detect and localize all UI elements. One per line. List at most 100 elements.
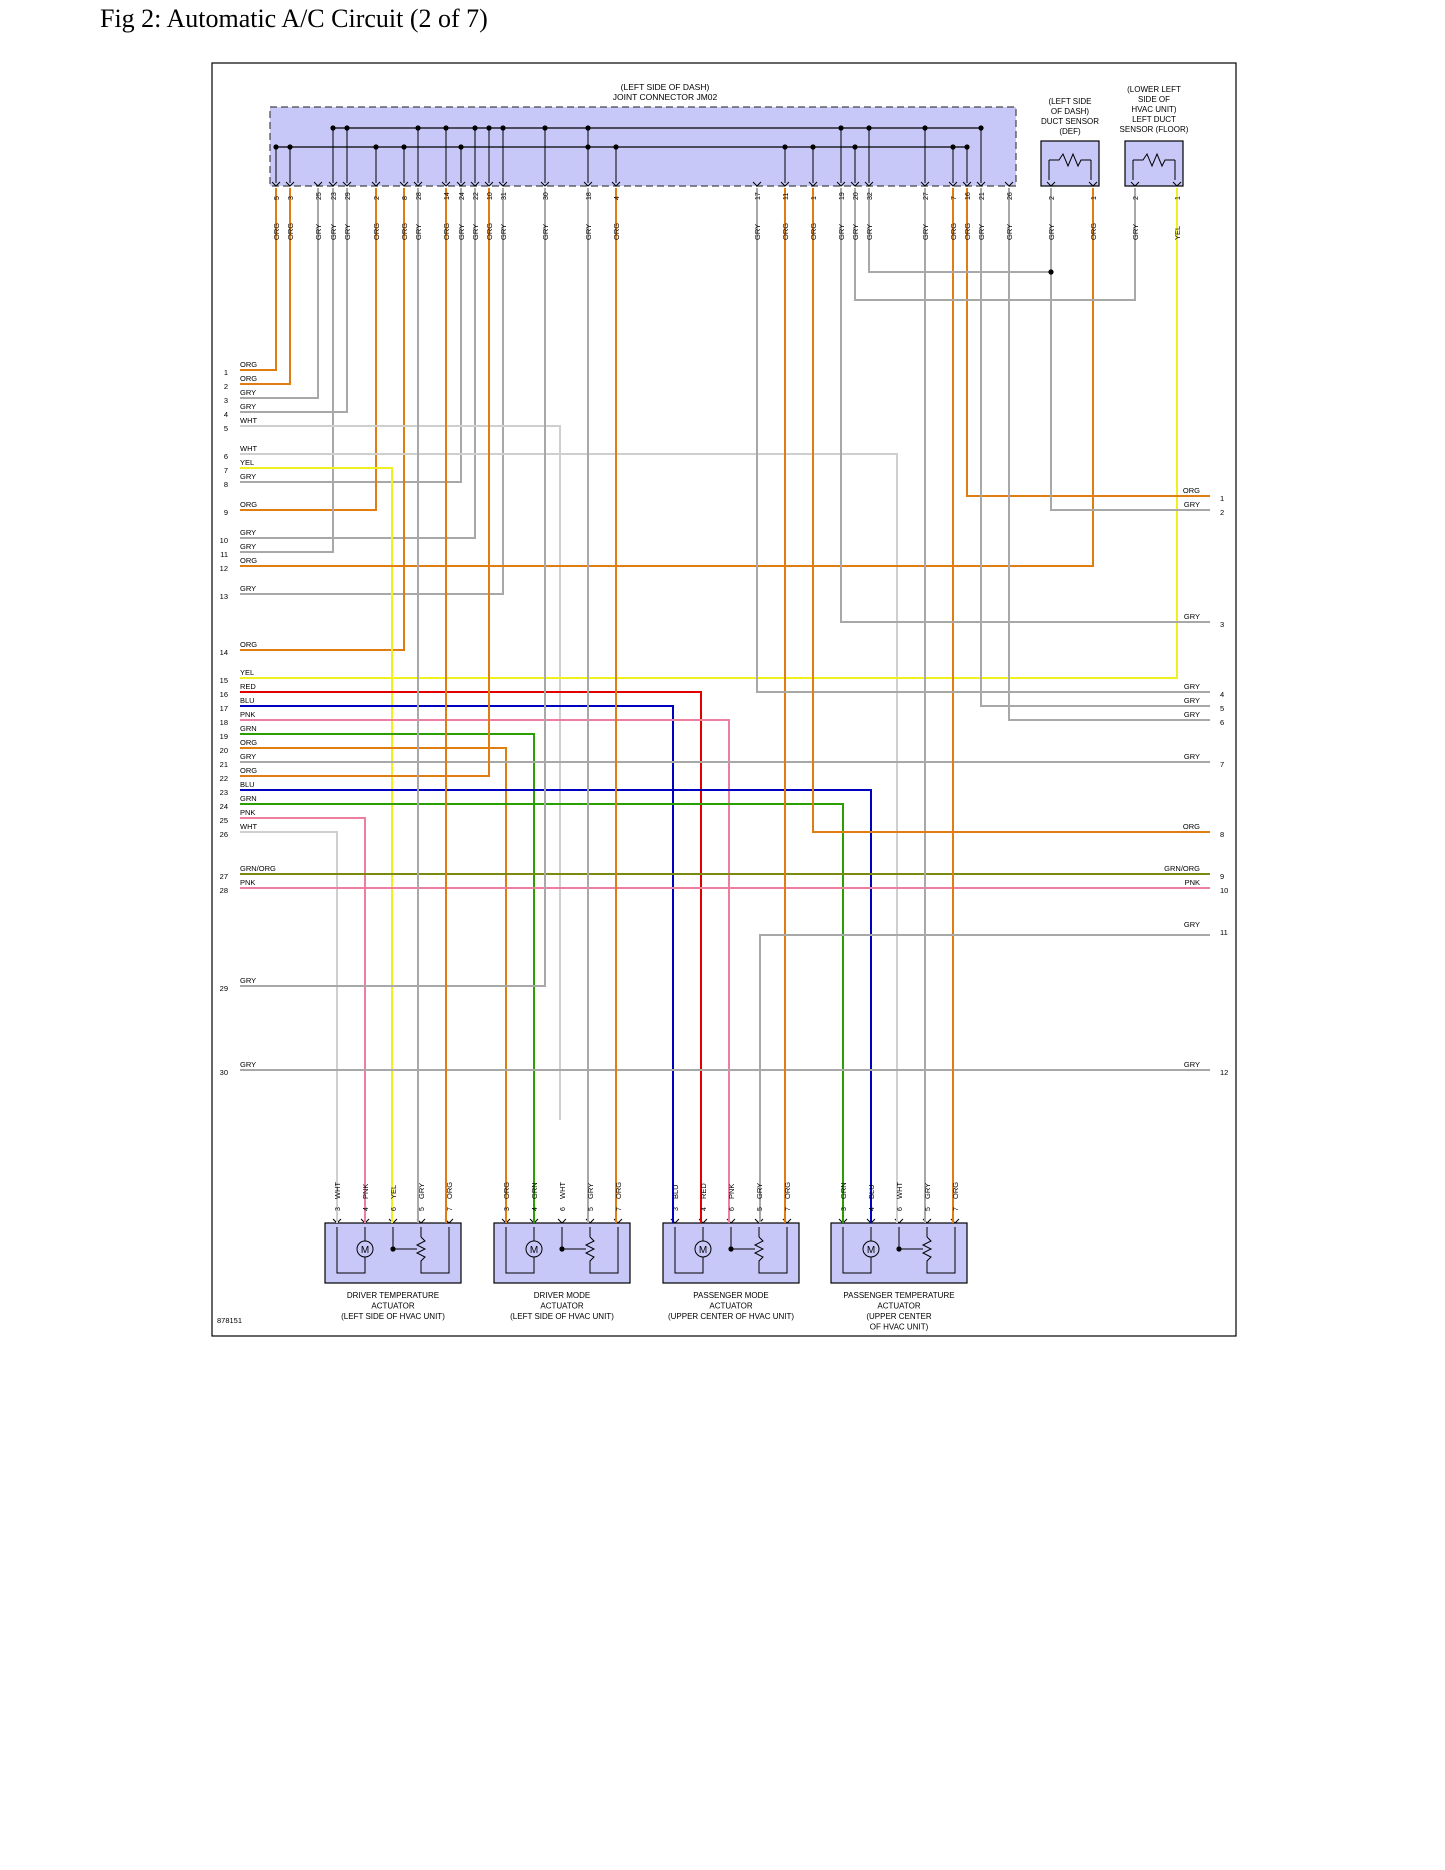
right-terminal-number: 1 <box>1220 494 1224 503</box>
actuator-label: (UPPER CENTER OF HVAC UNIT) <box>668 1312 794 1321</box>
pin-chevron <box>1130 181 1140 187</box>
motor-label: M <box>530 1245 538 1256</box>
motor-symbol <box>694 1240 712 1258</box>
wire-color-label: GRN <box>839 1182 848 1199</box>
splice-dot <box>1048 269 1054 275</box>
floor-duct-sensor-label: SENSOR (FLOOR) <box>1120 125 1189 134</box>
pin-chevron <box>399 181 409 187</box>
pin-number: 4 <box>532 1207 539 1211</box>
pin-chevron <box>413 181 423 187</box>
pin-chevron <box>1046 181 1056 187</box>
left-terminal-number: 7 <box>224 466 228 475</box>
actuator-label: DRIVER TEMPERATURE <box>347 1291 439 1300</box>
splice-dot <box>964 144 970 150</box>
wire-color-label: PNK <box>361 1184 370 1199</box>
left-terminal-number: 23 <box>220 788 228 797</box>
left-wire-color: GRY <box>240 542 256 551</box>
wire-color-label: GRY <box>851 224 860 240</box>
wire-color-label: YEL <box>389 1185 398 1199</box>
pin-chevron <box>962 181 972 187</box>
actuator-label: ACTUATOR <box>877 1302 920 1311</box>
wire-jm02-left <box>240 188 334 553</box>
pin-number: 29 <box>345 192 352 200</box>
left-terminal-number: 11 <box>220 550 228 559</box>
motor-label: M <box>867 1245 875 1256</box>
left-terminal-number: 15 <box>220 676 228 685</box>
pin-number: 21 <box>979 192 986 200</box>
right-wire-color: GRY <box>1184 696 1200 705</box>
wire-color-label: GRY <box>1047 224 1056 240</box>
wire-color-label: ORG <box>612 223 621 240</box>
splice-dot <box>559 1246 565 1252</box>
wire-color-label: ORG <box>809 223 818 240</box>
left-wire-color: BLU <box>240 696 255 705</box>
component-boxes <box>269 106 1184 1284</box>
wire-color-label: WHT <box>333 1182 342 1199</box>
splice-dot <box>486 125 492 131</box>
wire-left20 <box>240 747 507 1223</box>
pin-number: 27 <box>923 192 930 200</box>
diagram-frame <box>211 62 1237 1337</box>
pin-number: 7 <box>447 1207 454 1211</box>
splice-dot <box>613 144 619 150</box>
right-wire-color: GRN/ORG <box>1164 864 1200 873</box>
pin-number: 32 <box>867 192 874 200</box>
wire-jm02-left <box>240 188 476 539</box>
pin-chevron <box>864 181 874 187</box>
pin-number: 25 <box>316 192 323 200</box>
def-duct-sensor-label: (DEF) <box>1059 127 1081 136</box>
pin-number: 1 <box>1091 196 1098 200</box>
wire-color-label: GRY <box>457 224 466 240</box>
pin-number: 17 <box>755 192 762 200</box>
splice-dot <box>500 125 506 131</box>
wire-right4 <box>756 188 1210 693</box>
pin-chevron <box>557 1218 567 1224</box>
left-terminal-number: 16 <box>220 690 228 699</box>
pin-chevron <box>1172 181 1182 187</box>
left-wire-color: RED <box>240 682 256 691</box>
wire-color-label: ORG <box>951 1182 960 1199</box>
left-terminal-number: 20 <box>220 746 228 755</box>
right-wire-color: GRY <box>1184 682 1200 691</box>
wire-color-label: PNK <box>727 1184 736 1199</box>
splice-dot <box>896 1246 902 1252</box>
left-terminal-number: 28 <box>220 886 228 895</box>
splice-dot <box>810 144 816 150</box>
right-terminal-number: 3 <box>1220 620 1224 629</box>
left-terminal-number: 8 <box>224 480 228 489</box>
left-wire-color: GRY <box>240 1060 256 1069</box>
left-terminal-number: 5 <box>224 424 228 433</box>
right-wire-color: GRY <box>1184 752 1200 761</box>
left-terminal-number: 27 <box>220 872 228 881</box>
wire-right8 <box>812 188 1210 833</box>
wire-color-label: GRY <box>923 1183 932 1199</box>
joint-connector-label: JOINT CONNECTOR JM02 <box>613 92 718 102</box>
left-terminal-number: 17 <box>220 704 228 713</box>
left-terminal-number: 14 <box>220 648 228 657</box>
def-duct-sensor-label: DUCT SENSOR <box>1041 117 1099 126</box>
wire-color-label: GRY <box>837 224 846 240</box>
wire-color-label: GRY <box>865 224 874 240</box>
wire-sensor-ground <box>868 188 1051 273</box>
wire-sensor-ground <box>854 188 1136 301</box>
pin-number: 4 <box>614 196 621 200</box>
splice-dot <box>273 144 279 150</box>
wire-right1 <box>966 188 1210 497</box>
wire-color-label: GRY <box>541 224 550 240</box>
wire-right2 <box>1050 188 1210 511</box>
left-wire-color: ORG <box>240 500 257 509</box>
pin-number: 5 <box>274 196 281 200</box>
splice-dot <box>585 144 591 150</box>
left-wire-color: GRY <box>240 584 256 593</box>
left-wire-color: WHT <box>240 416 257 425</box>
wire-jm02-left <box>240 188 348 413</box>
wire-color-label: GRY <box>471 224 480 240</box>
actuator-label: PASSENGER TEMPERATURE <box>843 1291 954 1300</box>
actuator-label: DRIVER MODE <box>534 1291 590 1300</box>
right-terminal-number: 11 <box>1220 928 1228 937</box>
label-layer: (LEFT SIDE OF DASH)JOINT CONNECTOR JM025… <box>217 82 1228 1332</box>
splice-dot <box>458 144 464 150</box>
left-terminal-number: 3 <box>224 396 228 405</box>
wire-left19 <box>240 733 535 1223</box>
pin-number: 2 <box>1133 196 1140 200</box>
